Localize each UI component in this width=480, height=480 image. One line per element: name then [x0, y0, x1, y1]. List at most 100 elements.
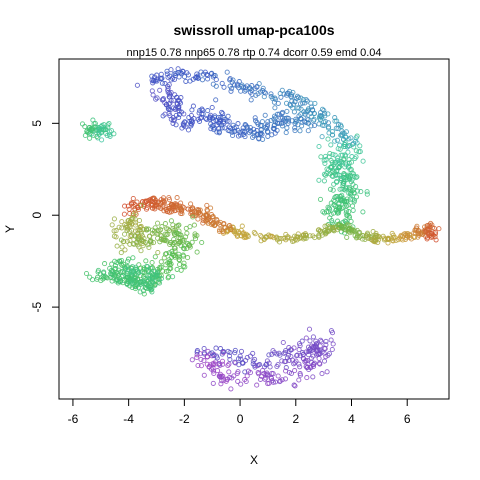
data-point-top-arc-outer [321, 123, 327, 129]
data-point-bottom-butterfly [305, 364, 311, 370]
data-point-left-blob [116, 258, 122, 264]
data-point-right-column [357, 143, 363, 149]
data-point-bottom-butterfly [244, 373, 250, 379]
data-point-left-blob [183, 234, 189, 240]
data-point-top-arc-outer [154, 78, 160, 84]
data-point-bottom-butterfly [323, 338, 329, 344]
data-point-left-blob [185, 255, 191, 261]
chart-title: swissroll umap-pca100s [173, 22, 334, 38]
data-point-top-arc-inner [250, 134, 256, 140]
data-point-bottom-butterfly [297, 371, 303, 377]
data-point-right-column [328, 157, 334, 164]
data-point-top-arc-outer [154, 72, 160, 78]
data-point-top-arc-outer [213, 77, 219, 83]
data-point-top-arc-inner [170, 120, 176, 126]
data-point-bottom-butterfly [218, 381, 224, 387]
data-point-left-blob [124, 228, 130, 234]
data-point-bottom-butterfly [217, 362, 223, 369]
data-point-left-blob [130, 255, 136, 261]
data-point-right-arm [426, 231, 432, 237]
data-point-left-top-band [188, 201, 194, 207]
data-point-top-arc-inner [166, 101, 172, 107]
data-point-left-top-band [161, 208, 167, 214]
data-point-right-arm [350, 227, 356, 233]
data-point-left-bottom [129, 281, 135, 287]
data-point-left-blob [172, 245, 178, 251]
data-point-left-bottom [125, 274, 131, 280]
data-point-bottom-butterfly [258, 373, 264, 379]
data-point-top-arc-inner [209, 104, 215, 111]
data-point-bottom-butterfly [329, 346, 335, 353]
data-point-top-arc-outer [229, 79, 235, 85]
data-point-top-arc-outer [190, 76, 196, 82]
data-point-left-blob [109, 222, 115, 228]
data-point-left-bottom [158, 275, 164, 282]
data-point-top-arc-outer [168, 77, 174, 83]
data-point-top-arc-inner [213, 117, 219, 124]
data-point-right-arm [360, 233, 366, 239]
data-point-top-arc-inner [175, 105, 181, 112]
data-point-right-column [334, 179, 340, 185]
data-point-bottom-butterfly [227, 375, 233, 381]
data-point-left-blob [175, 231, 181, 237]
data-point-left-top-band [121, 211, 127, 217]
data-point-bottom-butterfly [260, 367, 266, 374]
data-point-bottom-butterfly [282, 350, 288, 356]
data-point-bottom-butterfly [201, 351, 207, 357]
data-point-left-top-band [200, 215, 206, 221]
data-point-bottom-butterfly [282, 359, 288, 365]
data-point-top-arc-outer [325, 111, 331, 117]
data-point-right-column [320, 209, 326, 215]
data-point-left-bottom [156, 280, 163, 286]
data-point-right-column [337, 186, 343, 192]
data-point-top-arc-outer [224, 69, 230, 75]
data-point-bottom-butterfly [228, 386, 234, 392]
data-point-left-blob [158, 259, 164, 265]
data-point-bottom-butterfly [318, 337, 324, 343]
data-point-right-column [317, 196, 324, 202]
data-point-right-column [330, 174, 336, 180]
data-point-top-arc-outer [310, 107, 316, 113]
data-point-right-column [336, 208, 342, 214]
data-point-top-arc-inner [254, 119, 260, 125]
data-point-bottom-butterfly [326, 351, 332, 357]
data-point-left-blob [116, 224, 122, 230]
data-point-left-top-band [146, 199, 152, 205]
y-tick-label: -5 [30, 301, 44, 312]
data-point-bottom-butterfly [198, 356, 204, 363]
data-point-left-blob [165, 231, 171, 237]
data-point-right-arm [403, 232, 409, 238]
data-point-bottom-butterfly [268, 375, 274, 381]
data-point-top-arc-inner [292, 128, 298, 134]
data-point-top-arc-inner [170, 105, 177, 111]
data-point-bottom-butterfly [314, 348, 321, 354]
data-point-bottom-butterfly [232, 350, 238, 356]
data-point-bottom-butterfly [220, 348, 226, 355]
data-point-top-arc-inner [171, 97, 177, 103]
data-point-left-bottom [154, 272, 160, 278]
data-point-bottom-butterfly [257, 361, 263, 368]
data-point-right-arm [359, 236, 366, 242]
data-point-bottom-butterfly [330, 341, 336, 347]
data-point-right-column [354, 133, 360, 139]
data-point-top-arc-inner [216, 130, 222, 136]
data-point-top-arc-outer [211, 72, 217, 79]
data-point-top-arc-inner [311, 122, 318, 129]
data-point-bottom-butterfly [250, 361, 256, 367]
data-point-top-arc-inner [230, 132, 236, 139]
data-point-small-left [79, 121, 86, 127]
data-point-bottom-butterfly [291, 345, 297, 351]
data-point-left-blob [139, 202, 145, 209]
data-point-left-blob [178, 267, 184, 273]
data-point-top-arc-outer [228, 88, 234, 94]
data-point-bottom-butterfly [283, 365, 289, 371]
data-point-bottom-butterfly [310, 363, 317, 370]
x-tick-label: 4 [348, 412, 355, 426]
data-point-right-arm [345, 228, 352, 234]
data-point-bridge [276, 235, 282, 242]
data-point-left-top-band [214, 217, 220, 223]
data-point-left-top-band [166, 195, 172, 201]
data-point-left-blob [194, 249, 200, 255]
data-point-left-blob [158, 227, 164, 233]
data-point-bottom-butterfly [311, 360, 318, 366]
